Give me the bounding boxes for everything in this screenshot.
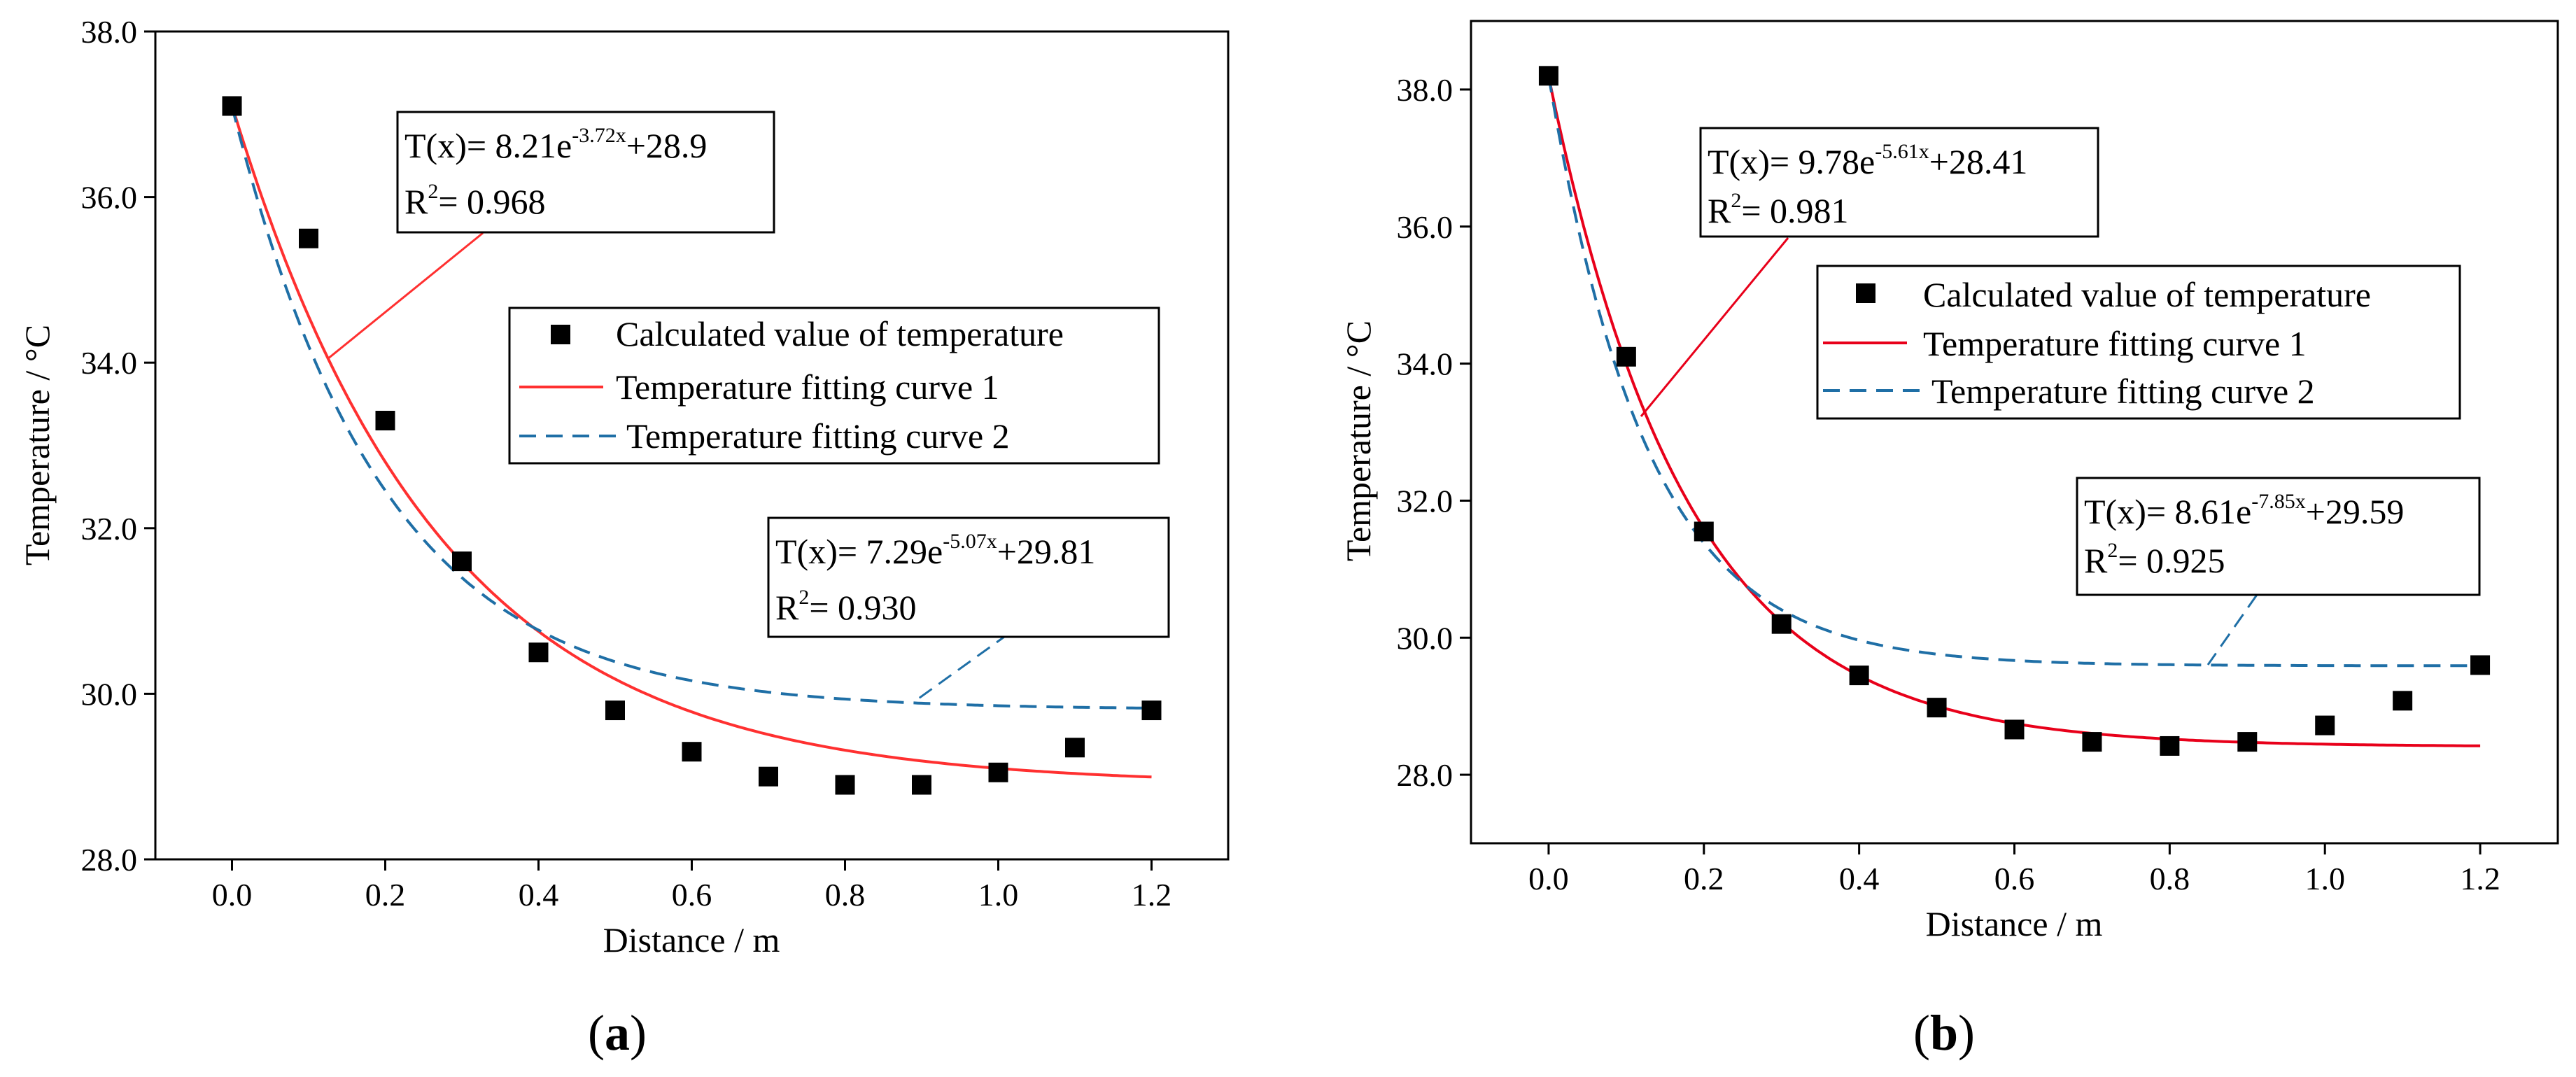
y-tick-label: 28.0 xyxy=(81,842,138,878)
data-point xyxy=(2082,732,2102,752)
annotation-leader-curve1 xyxy=(1640,237,1789,417)
data-point xyxy=(2315,715,2335,735)
y-tick-label: 32.0 xyxy=(81,511,138,547)
annotation-box-curve1 xyxy=(396,111,775,234)
data-point xyxy=(1927,698,1947,718)
data-point xyxy=(2004,719,2025,740)
data-point xyxy=(1849,666,1869,686)
annotation-leader-curve1 xyxy=(327,232,484,360)
y-tick-label: 34.0 xyxy=(81,345,138,381)
x-tick-label: 0.2 xyxy=(1684,861,1724,896)
annotation-box-curve1 xyxy=(1699,127,2099,238)
r-squared-curve2: R2= 0.925 xyxy=(2084,539,2225,580)
y-tick-label: 34.0 xyxy=(1397,346,1454,382)
data-point xyxy=(375,411,395,431)
equation-curve2: T(x)= 8.61e-7.85x+29.59 xyxy=(2084,490,2404,531)
x-tick-label: 0.2 xyxy=(365,877,406,913)
x-tick-label: 0.4 xyxy=(519,877,559,913)
equation-curve1: T(x)= 9.78e-5.61x+28.41 xyxy=(1708,140,2027,181)
y-tick-label: 28.0 xyxy=(1397,757,1454,793)
x-tick-label: 0.0 xyxy=(212,877,253,913)
y-tick-label: 36.0 xyxy=(1397,209,1454,245)
x-tick-label: 1.2 xyxy=(2460,861,2500,896)
data-point xyxy=(1694,521,1714,542)
x-axis-title: Distance / m xyxy=(1926,904,2103,943)
annotation-box-curve2 xyxy=(767,516,1170,638)
x-tick-label: 1.0 xyxy=(978,877,1019,913)
x-axis-title: Distance / m xyxy=(603,920,780,959)
equation-curve2: T(x)= 7.29e-5.07x+29.81 xyxy=(775,530,1095,571)
annotation-leader-curve2 xyxy=(916,632,1010,701)
legend-label-curve1: Temperature fitting curve 1 xyxy=(616,367,999,407)
y-tick-label: 30.0 xyxy=(81,676,138,712)
y-axis-title: Temperature / °C xyxy=(1339,321,1378,561)
legend-label-points: Calculated value of temperature xyxy=(616,314,1064,353)
r-squared-curve1: R2= 0.981 xyxy=(1708,189,1849,230)
y-tick-label: 32.0 xyxy=(1397,483,1454,519)
panel-label-a: (a) xyxy=(588,1005,647,1061)
data-point xyxy=(1141,701,1162,721)
y-tick-label: 30.0 xyxy=(1397,620,1454,656)
legend-marker-points xyxy=(551,325,570,344)
y-tick-label: 36.0 xyxy=(81,180,138,216)
legend-box xyxy=(508,307,1160,465)
x-tick-label: 0.8 xyxy=(2150,861,2190,896)
chart-panel-b: 0.0 0.2 0.4 0.6 0.8 1.0 1.2 28.0 30.0 32.0 34.0 36… xyxy=(1339,20,2559,1061)
annotation-box-curve2 xyxy=(2076,477,2481,596)
data-point xyxy=(2393,691,2413,711)
legend-box xyxy=(1816,265,2461,420)
data-point xyxy=(1538,66,1558,86)
x-tick-label: 0.8 xyxy=(825,877,866,913)
data-point xyxy=(528,642,549,663)
data-point xyxy=(835,775,855,795)
fit-curve-2 xyxy=(230,106,1152,710)
x-tick-label: 1.0 xyxy=(2304,861,2345,896)
data-point xyxy=(605,701,625,721)
y-tick-label: 38.0 xyxy=(1397,72,1454,108)
data-point xyxy=(299,228,318,248)
data-point xyxy=(1065,738,1085,758)
data-point xyxy=(912,775,931,795)
panel-label-b: (b) xyxy=(1913,1005,1975,1061)
legend: Calculated value of temperature Temperat… xyxy=(1816,265,2461,420)
data-point xyxy=(1616,346,1636,367)
data-point xyxy=(1771,614,1792,634)
legend-label-curve1: Temperature fitting curve 1 xyxy=(1923,324,2307,363)
legend-label-curve2: Temperature fitting curve 2 xyxy=(1931,372,2315,411)
equation-curve1: T(x)= 8.21e-3.72x+28.9 xyxy=(404,124,707,165)
data-point xyxy=(2237,732,2258,752)
data-point xyxy=(222,96,242,116)
legend-label-points: Calculated value of temperature xyxy=(1923,275,2371,314)
r-squared-curve2: R2= 0.930 xyxy=(775,586,917,627)
data-point xyxy=(988,762,1008,782)
fit-curve-2 xyxy=(1547,75,2481,668)
legend-label-curve2: Temperature fitting curve 2 xyxy=(626,416,1010,456)
x-tick-label: 0.0 xyxy=(1528,861,1569,896)
data-point xyxy=(2160,735,2180,756)
x-tick-label: 0.4 xyxy=(1839,861,1880,896)
legend-marker-points xyxy=(1856,283,1875,303)
annotation-leader-curve2 xyxy=(2207,594,2258,666)
x-tick-label: 0.6 xyxy=(672,877,712,913)
data-point xyxy=(452,551,472,572)
legend: Calculated value of temperature Temperat… xyxy=(508,307,1160,465)
x-tick-label: 1.2 xyxy=(1132,877,1172,913)
data-point xyxy=(759,766,778,787)
data-point xyxy=(2470,655,2491,675)
y-tick-label: 38.0 xyxy=(81,14,138,50)
x-tick-label: 0.6 xyxy=(1994,861,2035,896)
data-point xyxy=(682,742,702,762)
y-axis-title: Temperature / °C xyxy=(17,325,57,565)
chart-panel-a: 0.0 0.2 0.4 0.6 0.8 1.0 1.2 28.0 30.0 32.0 34.0 36… xyxy=(17,14,1230,1061)
r-squared-curve1: R2= 0.968 xyxy=(404,180,546,221)
